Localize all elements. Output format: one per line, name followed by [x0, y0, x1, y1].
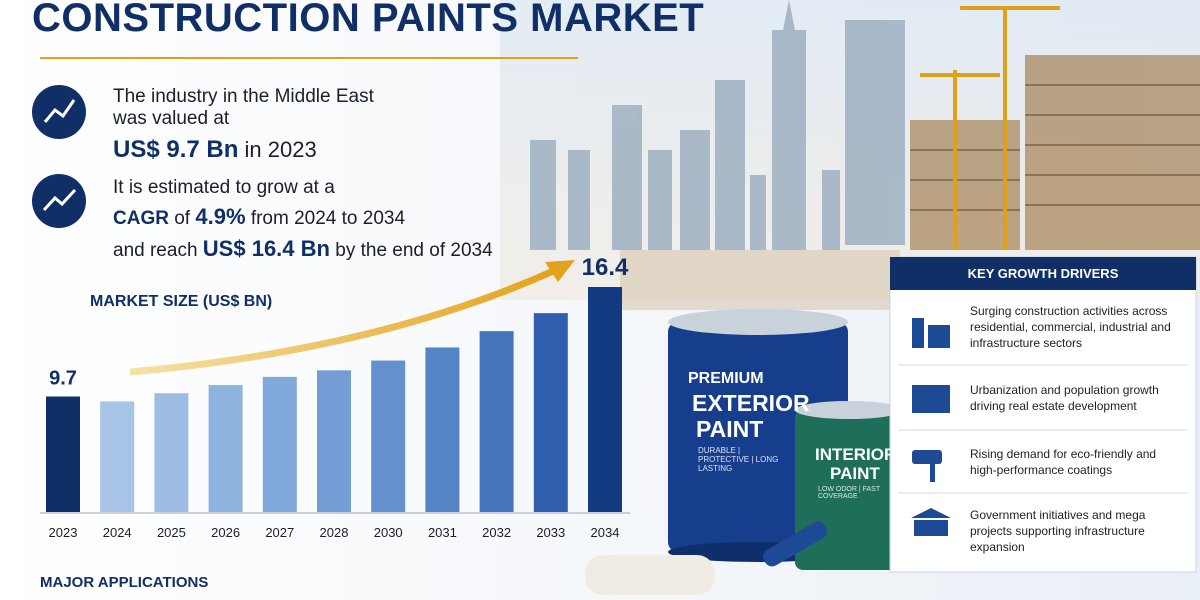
- can-label: PAINT: [696, 416, 764, 442]
- stat-text: from 2024 to 2034: [250, 208, 406, 229]
- bar: [371, 360, 406, 512]
- bar: [479, 331, 514, 512]
- can-tagline: LOW ODOR | FAST COVERAGE: [818, 486, 880, 500]
- can-label: PAINT: [830, 464, 880, 483]
- x-tick-label: 2025: [157, 525, 186, 540]
- bar: [317, 370, 351, 512]
- construction-buildings: [910, 55, 1200, 250]
- stat-text: was valued at: [113, 108, 230, 129]
- stat-value: 4.9%: [195, 204, 246, 229]
- data-label: 16.4: [582, 254, 629, 281]
- can-label: EXTERIOR: [692, 390, 810, 416]
- stat-text: of: [174, 208, 191, 229]
- driver-text: Surging construction activities across r…: [970, 304, 1171, 350]
- x-tick-label: 2032: [482, 525, 511, 540]
- drivers-panel: [889, 256, 1197, 573]
- ground: [620, 250, 900, 310]
- x-tick-label: 2028: [320, 525, 349, 540]
- driver-text: Urbanization and population growth drivi…: [970, 383, 1159, 413]
- can-label: INTERIOR: [815, 445, 897, 464]
- data-label: 9.7: [49, 367, 77, 389]
- stat-amount: US$ 16.4 Bn: [202, 236, 330, 261]
- x-tick-label: 2026: [211, 525, 240, 540]
- x-tick-label: 2034: [591, 525, 620, 540]
- drivers-header: [890, 257, 1196, 290]
- bar: [262, 376, 297, 512]
- driver-text: Government initiatives and mega projects…: [970, 508, 1146, 554]
- bar: [588, 287, 622, 512]
- x-tick-label: 2030: [374, 525, 403, 540]
- stat-text: by the end of 2034: [335, 240, 493, 261]
- drivers-dividers: [898, 364, 1188, 494]
- x-tick-label: 2023: [49, 525, 78, 540]
- stat-label: CAGR: [113, 208, 169, 229]
- x-tick-label: 2031: [428, 525, 457, 540]
- stat-text: It is estimated to grow at a: [113, 177, 335, 198]
- can-tagline: DURABLE | PROTECTIVE | LONG LASTING: [698, 446, 779, 473]
- bar: [154, 393, 189, 512]
- arrow-head: [545, 260, 575, 282]
- drivers-title: KEY GROWTH DRIVERS: [967, 266, 1119, 281]
- floor-lines: [910, 84, 1200, 211]
- cranes: [920, 6, 1060, 250]
- driver-icons: [911, 318, 951, 536]
- x-tick-label: 2033: [536, 525, 565, 540]
- x-tick-label: 2027: [265, 525, 294, 540]
- x-tick-label: 2024: [103, 525, 132, 540]
- growth-arrow: [129, 264, 562, 376]
- chart-title: MARKET SIZE (US$ BN): [90, 293, 273, 310]
- roller: [585, 521, 827, 595]
- can-label: PREMIUM: [688, 370, 764, 387]
- skyline: [530, 0, 905, 250]
- section-title: MAJOR APPLICATIONS: [40, 574, 209, 591]
- stat-text: in 2023: [244, 137, 317, 162]
- stat-text: The industry in the Middle East: [113, 86, 374, 107]
- stat-amount: US$ 9.7 Bn: [113, 136, 239, 163]
- bar: [208, 385, 243, 512]
- stat-text: and reach: [113, 240, 198, 261]
- driver-text: Rising demand for eco-friendly and high-…: [970, 447, 1157, 477]
- page-title: CONSTRUCTION PAINTS MARKET: [32, 0, 705, 40]
- bar: [46, 396, 80, 512]
- bar: [100, 401, 135, 512]
- bar: [425, 347, 460, 512]
- stat-icons: [32, 85, 86, 228]
- bar: [533, 313, 568, 512]
